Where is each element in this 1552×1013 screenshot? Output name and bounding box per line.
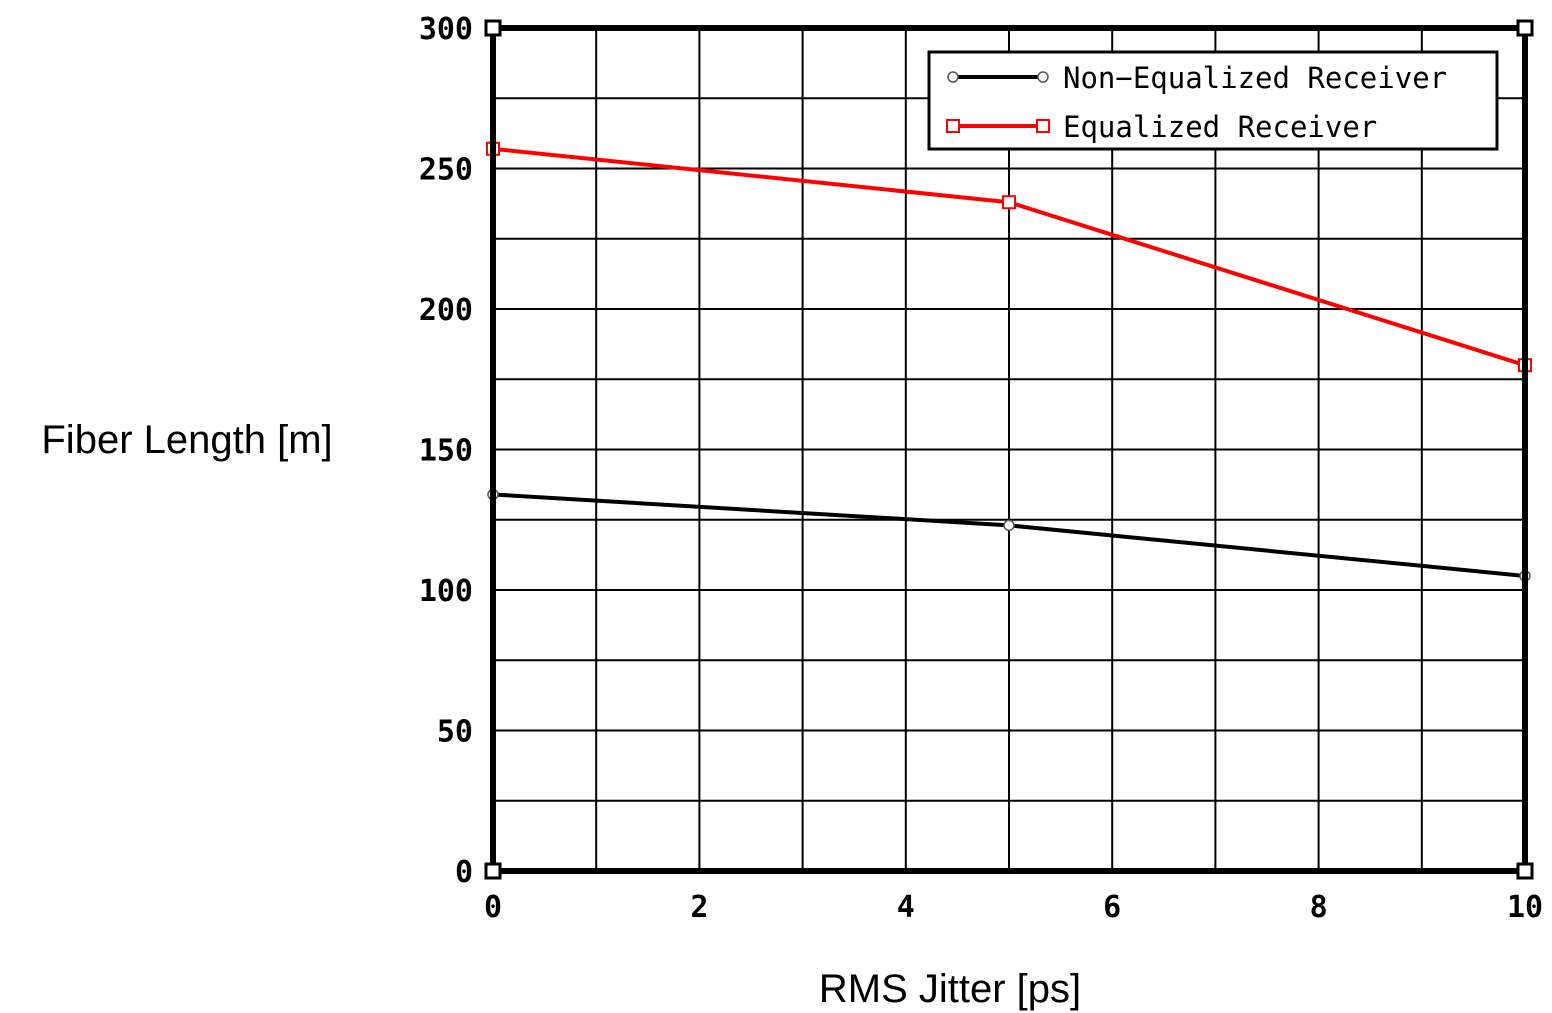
x-tick-label: 10 bbox=[1507, 890, 1543, 925]
legend-label-2: Equalized Receiver bbox=[1063, 110, 1377, 144]
legend-label-1: Non−Equalized Receiver bbox=[1063, 61, 1447, 95]
frame-corner-marker bbox=[1516, 862, 1534, 880]
legend-marker-left-2 bbox=[946, 119, 960, 133]
y-tick-label: 50 bbox=[437, 715, 473, 750]
frame-corner-marker bbox=[1516, 19, 1534, 37]
legend: Non−Equalized Receiver Equalized Receiver bbox=[927, 50, 1499, 151]
y-tick-label: 200 bbox=[419, 293, 473, 328]
y-tick-label: 100 bbox=[419, 574, 473, 609]
y-tick-label: 150 bbox=[419, 434, 473, 469]
x-axis-title: RMS Jitter [ps] bbox=[819, 967, 1081, 1011]
x-tick-label: 0 bbox=[484, 890, 502, 925]
legend-box bbox=[927, 50, 1499, 151]
frame-corner-marker bbox=[484, 19, 502, 37]
x-tick-label: 6 bbox=[1103, 890, 1121, 925]
y-axis-title: Fiber Length [m] bbox=[41, 418, 332, 462]
data-point-series-2 bbox=[1002, 195, 1016, 210]
y-tick-label: 300 bbox=[419, 12, 473, 47]
legend-marker-right-1 bbox=[1037, 71, 1049, 83]
x-tick-label: 4 bbox=[897, 890, 915, 925]
legend-marker-left-1 bbox=[947, 71, 959, 83]
frame-corner-marker bbox=[484, 862, 502, 880]
plot-frame bbox=[490, 25, 1528, 874]
legend-marker-right-2 bbox=[1036, 119, 1050, 133]
y-tick-label: 250 bbox=[419, 153, 473, 188]
grid-lines bbox=[493, 28, 1525, 871]
y-tick-label: 0 bbox=[455, 855, 473, 890]
x-tick-label: 2 bbox=[690, 890, 708, 925]
data-point-series-1 bbox=[1003, 519, 1015, 532]
x-tick-label: 8 bbox=[1310, 890, 1328, 925]
